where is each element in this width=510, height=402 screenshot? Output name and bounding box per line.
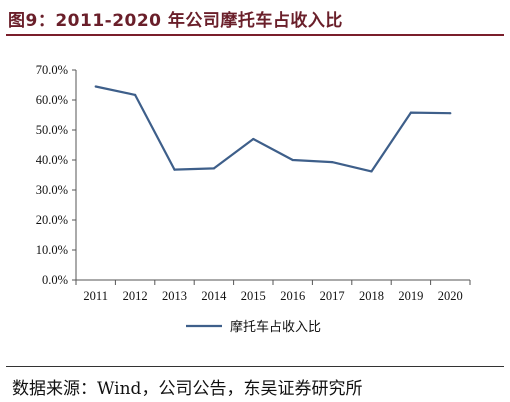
data-point — [252, 137, 255, 141]
y-tick-label: 40.0% — [36, 153, 68, 167]
y-tick-label: 10.0% — [36, 243, 68, 257]
line-chart: 0.0%10.0%20.0%30.0%40.0%50.0%60.0%70.0% … — [36, 63, 471, 334]
x-tick-label: 2017 — [320, 289, 345, 303]
y-axis: 0.0% 10.0% 20.0% 30.0% 40.0% 50.0% 60.0% 70.0% — [36, 63, 77, 287]
data-point — [370, 170, 373, 173]
y-tick-label: 30.0% — [36, 183, 68, 197]
x-axis: 2011 2012 2013 2014 2015 2016 2017 2018 2019 2020 — [75, 279, 471, 303]
data-point — [212, 167, 215, 170]
legend-label: 摩托车占收入比 — [230, 319, 321, 334]
data-point — [134, 93, 137, 96]
x-tick-label: 2019 — [398, 289, 423, 303]
legend: 摩托车占收入比 — [186, 319, 321, 334]
x-tick-label: 2015 — [241, 289, 266, 303]
x-tick-label: 2020 — [438, 289, 463, 303]
data-point — [409, 111, 412, 114]
source-note: 数据来源：Wind，公司公告，东吴证券研究所 — [12, 379, 363, 399]
x-tick-label: 2016 — [280, 289, 305, 303]
data-point — [94, 85, 97, 88]
y-tick-label: 0.0% — [42, 273, 68, 287]
x-tick-label: 2012 — [123, 289, 148, 303]
x-tick-label: 2018 — [359, 289, 384, 303]
data-point — [449, 112, 452, 115]
y-tick-label: 60.0% — [36, 93, 68, 107]
y-tick-label: 50.0% — [36, 123, 68, 137]
x-tick-label: 2013 — [162, 289, 187, 303]
y-tick-label: 20.0% — [36, 213, 68, 227]
data-point — [173, 168, 176, 171]
series-line — [95, 85, 451, 173]
title-divider — [6, 34, 504, 36]
series-group — [94, 85, 452, 173]
y-tick-label: 70.0% — [36, 63, 68, 77]
x-tick-label: 2011 — [83, 289, 108, 303]
x-tick-label: 2014 — [201, 289, 227, 303]
figure-title: 图9：2011-2020 年公司摩托车占收入比 — [8, 11, 343, 31]
data-point — [331, 161, 334, 164]
data-point — [291, 158, 294, 162]
source-divider — [6, 366, 504, 367]
